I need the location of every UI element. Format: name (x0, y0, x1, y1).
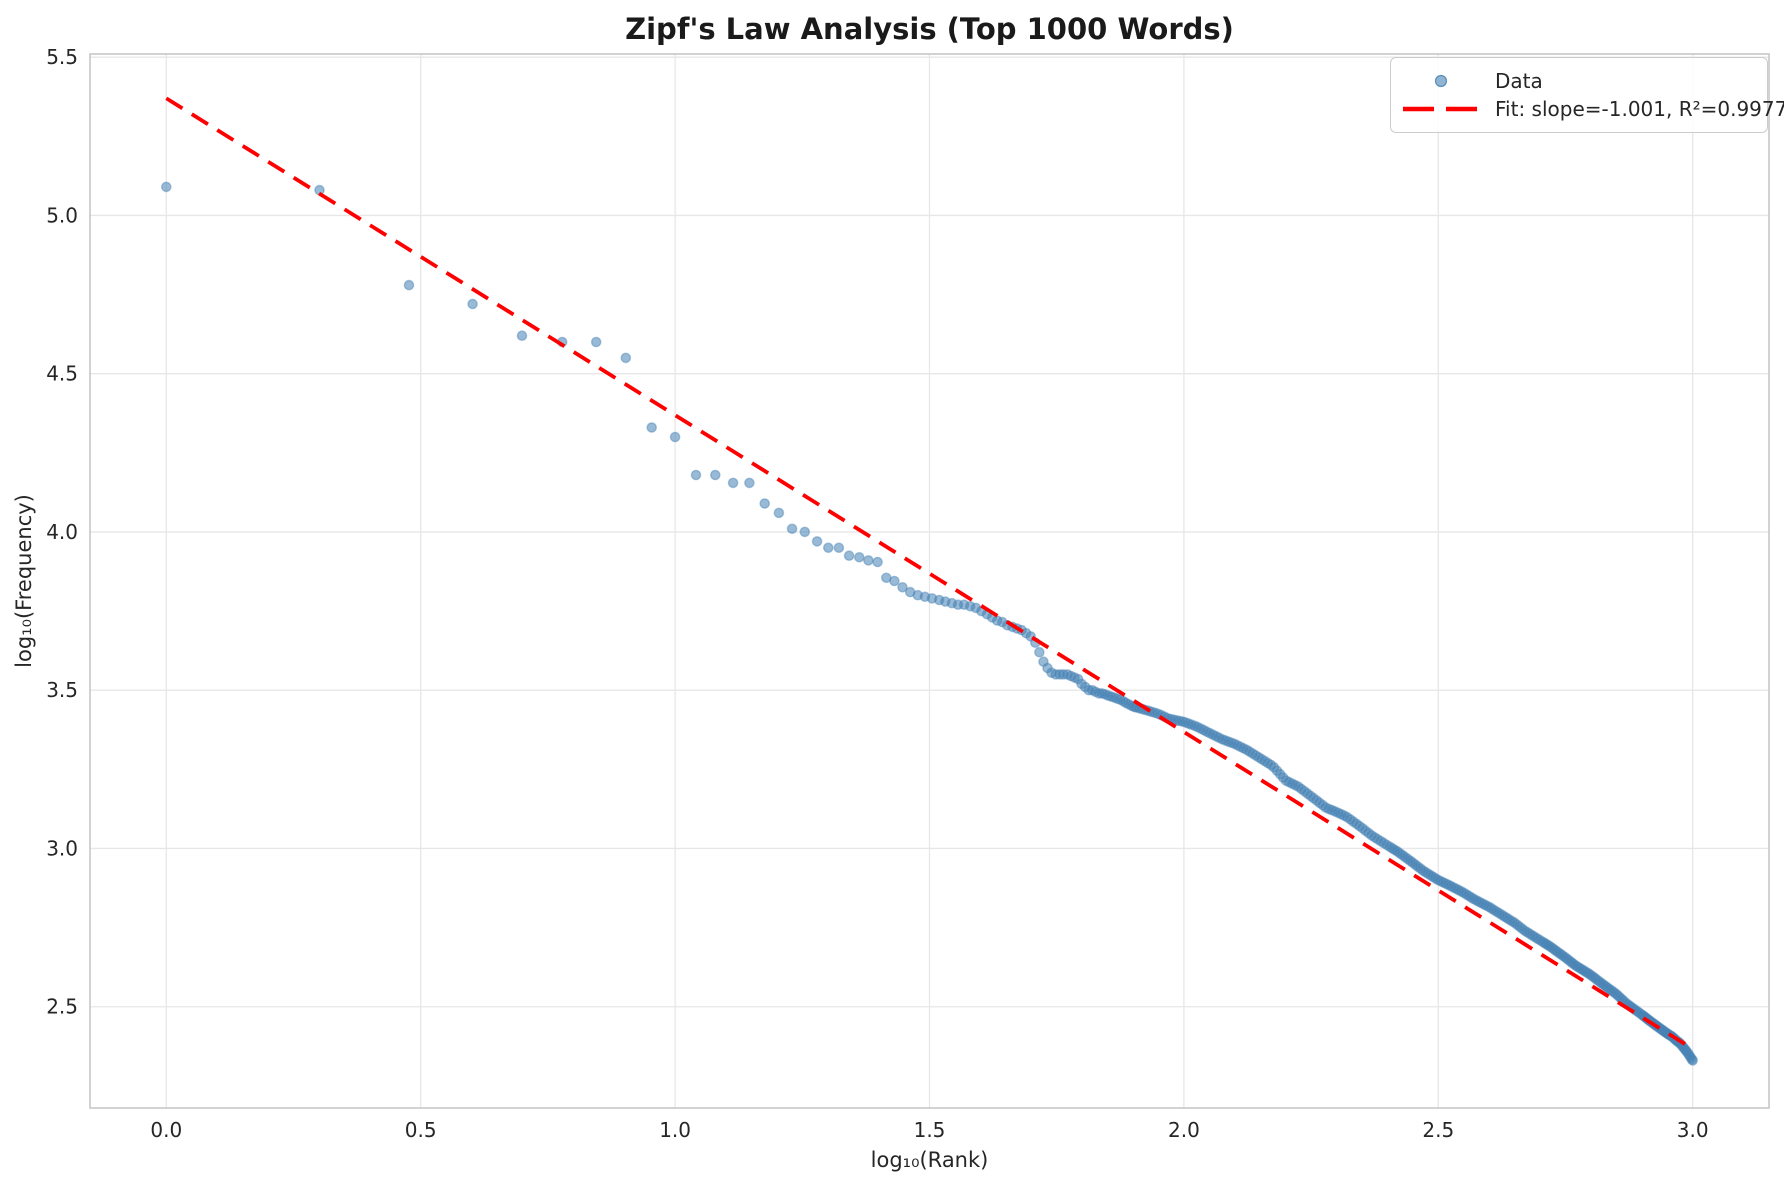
data-point (646, 422, 658, 433)
x-tick-label: 3.0 (1677, 1118, 1709, 1142)
data-point (403, 279, 415, 291)
y-tick-label: 3.0 (46, 836, 78, 860)
data-point (889, 575, 900, 587)
data-point (881, 572, 892, 584)
x-tick-label: 1.0 (659, 1118, 691, 1142)
data-point (823, 542, 834, 554)
x-tick-label: 2.5 (1422, 1118, 1454, 1142)
data-point (833, 542, 845, 554)
data-point (759, 498, 771, 509)
chart-title: Zipf's Law Analysis (Top 1000 Words) (625, 12, 1234, 46)
legend-entry-fit: Fit: slope=-1.001, R²=0.9977 (1403, 96, 1784, 122)
x-tick-label: 0.0 (150, 1118, 182, 1142)
y-tick-label: 2.5 (46, 995, 78, 1019)
data-point (467, 298, 478, 310)
legend-label-data: Data (1495, 69, 1543, 93)
data-point (590, 336, 602, 348)
dashed-line-icon (1403, 106, 1479, 112)
data-point (744, 477, 755, 489)
data-point (863, 555, 874, 566)
data-point (799, 526, 811, 538)
y-tick-label: 5.5 (46, 45, 78, 69)
data-point (669, 431, 681, 443)
data-point (854, 552, 865, 563)
data-point (710, 469, 721, 481)
x-tick-label: 0.5 (405, 1118, 437, 1142)
data-point (727, 477, 739, 489)
data-point (843, 550, 855, 562)
y-tick-label: 4.5 (46, 362, 78, 386)
legend: Data Fit: slope=-1.001, R²=0.9977 (1390, 57, 1784, 133)
x-tick-label: 1.5 (914, 1118, 946, 1142)
legend-entry-data: Data (1403, 68, 1755, 94)
x-tick-label: 2.0 (1168, 1118, 1200, 1142)
data-point (620, 352, 632, 364)
data-point (897, 582, 908, 593)
data-point (811, 536, 823, 547)
y-tick-label: 3.5 (46, 678, 78, 702)
data-point (516, 330, 528, 342)
scatter-marker-icon (1403, 74, 1479, 88)
y-axis-label-text: log₁₀(Frequency) (12, 494, 36, 668)
data-point (160, 181, 172, 193)
data-point (1034, 646, 1045, 658)
legend-label-fit: Fit: slope=-1.001, R²=0.9977 (1495, 97, 1784, 121)
data-point (773, 507, 785, 519)
y-tick-label: 4.0 (46, 520, 78, 544)
data-point (690, 469, 702, 481)
y-tick-label: 5.0 (46, 203, 78, 227)
data-point (1687, 1055, 1698, 1066)
plot-border (89, 53, 1770, 1109)
data-point (872, 556, 883, 568)
data-point (786, 523, 798, 535)
x-axis-label: log₁₀(Rank) (870, 1148, 989, 1172)
